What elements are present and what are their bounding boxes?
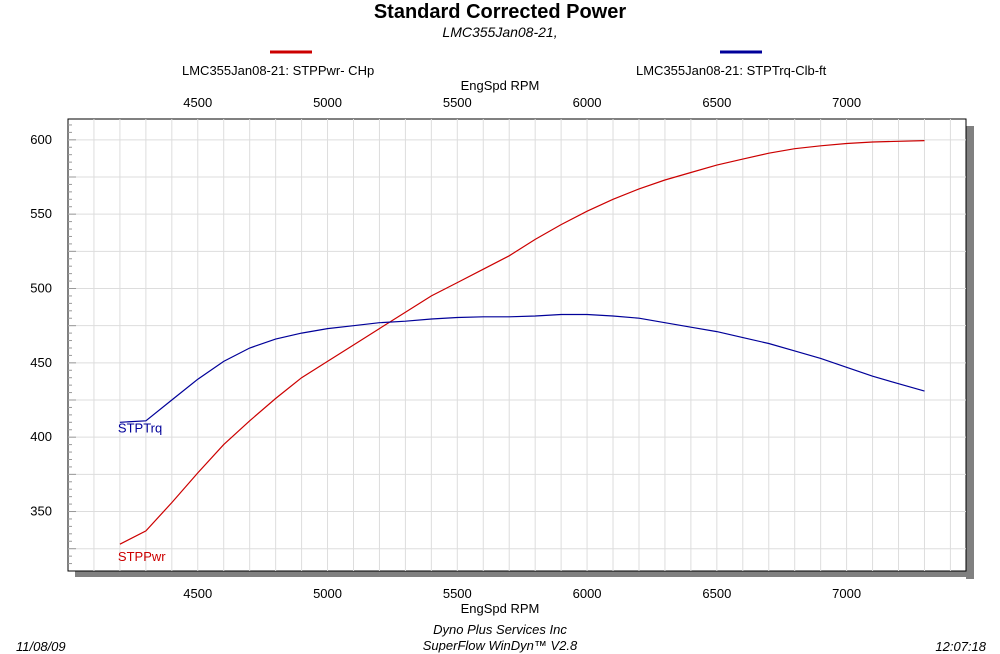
footer-company: Dyno Plus Services Inc xyxy=(433,622,567,637)
x-tick-label: 6500 xyxy=(702,586,731,601)
x-tick-label-top: 4500 xyxy=(183,95,212,110)
x-tick-label-top: 6000 xyxy=(573,95,602,110)
footer-date: 11/08/09 xyxy=(16,639,66,654)
x-tick-label-top: 5000 xyxy=(313,95,342,110)
x-axis-title-bottom: EngSpd RPM xyxy=(460,601,540,616)
y-tick-label: 350 xyxy=(30,504,52,519)
legend-label-power: LMC355Jan08-21: STPPwr- CHp xyxy=(182,63,375,78)
y-tick-label: 600 xyxy=(30,132,52,147)
plot-shadow-bottom xyxy=(75,571,974,577)
chart-subtitle: LMC355Jan08-21, xyxy=(442,24,558,40)
x-tick-label: 5500 xyxy=(443,586,472,601)
plot-shadow-right xyxy=(966,126,974,579)
x-tick-label: 7000 xyxy=(832,586,861,601)
chart-title: Standard Corrected Power xyxy=(373,1,627,23)
series-line-power xyxy=(119,140,925,545)
y-tick-label: 450 xyxy=(30,355,52,370)
series-line-torque xyxy=(119,313,925,423)
legend-label-torque: LMC355Jan08-21: STPTrq-Clb-ft xyxy=(636,63,827,78)
y-tick-label: 500 xyxy=(30,281,52,296)
x-tick-label-top: 7000 xyxy=(832,95,861,110)
plot-area xyxy=(67,118,967,572)
series-label-torque: STPTrq xyxy=(118,420,162,435)
x-tick-label-top: 5500 xyxy=(443,95,472,110)
series-label-power: STPPwr xyxy=(118,549,166,564)
x-axis-title-top: EngSpd RPM xyxy=(460,78,540,93)
x-tick-label-top: 6500 xyxy=(702,95,731,110)
x-tick-label: 5000 xyxy=(313,586,342,601)
x-tick-label: 4500 xyxy=(183,586,212,601)
y-tick-label: 550 xyxy=(30,206,52,221)
y-tick-label: 400 xyxy=(30,429,52,444)
x-tick-label: 6000 xyxy=(573,586,602,601)
footer-software: SuperFlow WinDyn™ V2.8 xyxy=(422,638,578,653)
footer-time: 12:07:18 xyxy=(935,639,986,654)
